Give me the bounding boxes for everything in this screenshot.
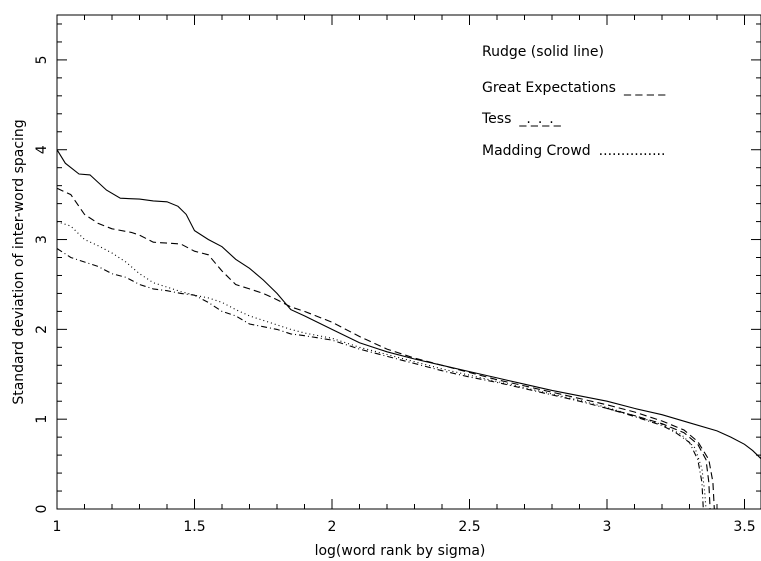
plot-frame: [56, 14, 761, 510]
legend-sample-tess: _._._._: [518, 111, 561, 127]
series-line-rudge: [56, 149, 761, 460]
series-line-great: [56, 187, 715, 510]
x-tick-label: 1: [53, 519, 62, 535]
y-tick-label: 5: [34, 55, 50, 64]
legend-sample-great: _ _ _ _: [623, 80, 666, 96]
x-axis-ticks: 1 1.5 2 2.5 3 3.5: [53, 15, 756, 535]
series-lines: [56, 149, 761, 510]
y-tick-label: 3: [34, 235, 50, 244]
y-axis-label: Standard deviation of inter-word spacing: [11, 119, 27, 404]
series-line-tess: [56, 248, 704, 510]
x-tick-label: 3.5: [733, 519, 755, 535]
legend-entry-tess: Tess: [481, 111, 511, 127]
x-axis-label: log(word rank by sigma): [315, 543, 486, 559]
y-tick-label: 2: [34, 325, 50, 334]
legend-sample-madding: ...............: [599, 143, 666, 159]
x-tick-label: 3: [603, 519, 612, 535]
x-tick-label: 2: [328, 519, 337, 535]
y-tick-label: 0: [34, 505, 50, 514]
legend-entry-great: Great Expectations: [482, 80, 616, 96]
series-line-madding: [56, 221, 707, 510]
y-tick-label: 4: [34, 145, 50, 154]
legend: Rudge (solid line) Great Expectations _ _ …: [481, 44, 666, 159]
y-tick-label: 1: [34, 415, 50, 424]
legend-entry-madding: Madding Crowd: [482, 143, 591, 159]
legend-entry-rudge: Rudge (solid line): [482, 44, 604, 60]
x-tick-label: 1.5: [183, 519, 205, 535]
y-axis-ticks: 0 1 2 3 4 5: [34, 23, 761, 514]
x-tick-label: 2.5: [458, 519, 480, 535]
